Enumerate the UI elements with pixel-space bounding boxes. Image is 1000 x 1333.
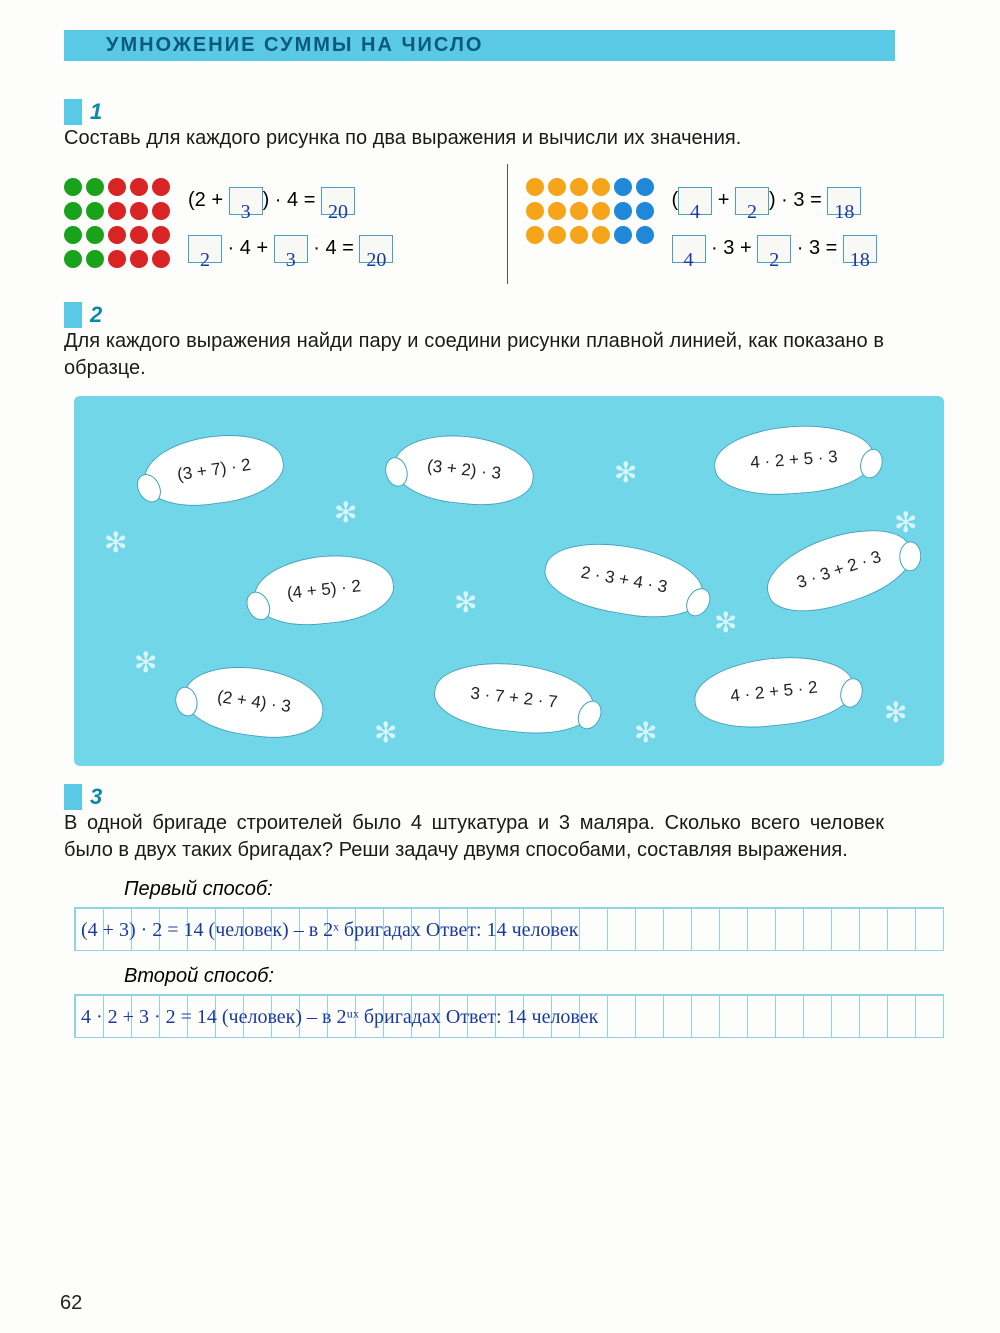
method-1-label: Первый способ: <box>124 878 950 901</box>
fill-box[interactable]: 20 <box>321 187 355 215</box>
dot <box>130 250 148 268</box>
dot <box>108 250 126 268</box>
fill-box[interactable]: 3 <box>229 187 263 215</box>
task-1-text: Составь для каждого рисунка по два выраж… <box>64 125 884 152</box>
dot <box>86 178 104 196</box>
eq-text: (2 + <box>188 189 229 211</box>
dot <box>592 202 610 220</box>
dot <box>526 226 544 244</box>
dots-left <box>64 178 170 270</box>
snowflake-icon: ✻ <box>454 586 477 619</box>
dot <box>548 178 566 196</box>
page-number: 62 <box>60 1292 82 1315</box>
eq-text: ) · 3 = <box>769 189 827 211</box>
method-2-answer[interactable]: 4 · 2 + 3 · 2 = 14 (человек) – в 2ᵘˣ бри… <box>74 994 944 1038</box>
dot <box>592 178 610 196</box>
eq-text: · 3 + <box>706 237 758 259</box>
dot <box>570 178 588 196</box>
mitten[interactable]: 3 · 7 + 2 · 7 <box>431 656 597 740</box>
dot <box>152 250 170 268</box>
dot <box>152 202 170 220</box>
task-3-number: 3 <box>64 784 130 810</box>
dot <box>592 226 610 244</box>
fill-box[interactable]: 3 <box>274 235 308 263</box>
fill-box[interactable]: 4 <box>678 187 712 215</box>
mitten[interactable]: (3 + 7) · 2 <box>140 427 288 514</box>
dot <box>64 250 82 268</box>
dot <box>108 226 126 244</box>
task-3: 3 В одной бригаде строителей было 4 штук… <box>64 784 950 864</box>
snowflake-icon: ✻ <box>714 606 737 639</box>
eq-text: · 4 + <box>222 237 274 259</box>
dot <box>570 226 588 244</box>
task-1: 1 Составь для каждого рисунка по два выр… <box>64 99 950 152</box>
fill-box[interactable]: 18 <box>843 235 877 263</box>
task-2-text: Для каждого выражения найди пару и соеди… <box>64 328 884 382</box>
dots-right <box>526 178 654 270</box>
fill-box[interactable]: 20 <box>359 235 393 263</box>
task-3-text: В одной бригаде строителей было 4 штукат… <box>64 810 884 864</box>
fill-box[interactable]: 2 <box>757 235 791 263</box>
dot <box>636 226 654 244</box>
eq-text: · 4 = <box>308 237 360 259</box>
mitten[interactable]: 4 · 2 + 5 · 2 <box>691 650 857 734</box>
dot <box>152 178 170 196</box>
mitten-panel: ✻✻✻✻✻✻✻✻✻✻(3 + 7) · 2(3 + 2) · 34 · 2 + … <box>74 396 944 766</box>
fill-box[interactable]: 18 <box>827 187 861 215</box>
eq-text: ( <box>672 189 679 211</box>
dot <box>548 202 566 220</box>
mitten[interactable]: (2 + 4) · 3 <box>180 659 328 746</box>
dot <box>86 250 104 268</box>
dot <box>108 178 126 196</box>
mitten[interactable]: (4 + 5) · 2 <box>251 549 397 631</box>
snowflake-icon: ✻ <box>104 526 127 559</box>
dot <box>614 202 632 220</box>
snowflake-icon: ✻ <box>614 456 637 489</box>
dot <box>614 178 632 196</box>
snowflake-icon: ✻ <box>334 496 357 529</box>
dot <box>130 202 148 220</box>
mitten[interactable]: (3 + 2) · 3 <box>391 429 537 511</box>
fill-box[interactable]: 2 <box>735 187 769 215</box>
dot <box>64 178 82 196</box>
method-1-answer[interactable]: (4 + 3) · 2 = 14 (человек) – в 2ˣ бригад… <box>74 907 944 951</box>
eq-text: ) · 4 = <box>263 189 321 211</box>
dot <box>130 226 148 244</box>
page-title: УМНОЖЕНИЕ СУММЫ НА ЧИСЛО <box>64 30 895 61</box>
task-2-number: 2 <box>64 302 130 328</box>
fill-box[interactable]: 2 <box>188 235 222 263</box>
task-1-right: (4 + 2) · 3 = 18 4 · 3 + 2 · 3 = 18 <box>526 176 951 272</box>
fill-box[interactable]: 4 <box>672 235 706 263</box>
method-2-label: Второй способ: <box>124 965 950 988</box>
dot <box>570 202 588 220</box>
dot <box>526 178 544 196</box>
task-1-left-equations: (2 + 3) · 4 = 20 2 · 4 + 3 · 4 = 20 <box>188 176 393 272</box>
eq-text: + <box>712 189 735 211</box>
dot <box>526 202 544 220</box>
snowflake-icon: ✻ <box>134 646 157 679</box>
task-1-number: 1 <box>64 99 130 125</box>
dot <box>130 178 148 196</box>
mitten[interactable]: 2 · 3 + 4 · 3 <box>539 533 708 628</box>
task-2: 2 Для каждого выражения найди пару и сое… <box>64 302 950 382</box>
eq-text: · 3 = <box>791 237 843 259</box>
dot <box>86 202 104 220</box>
snowflake-icon: ✻ <box>374 716 397 749</box>
dot <box>108 202 126 220</box>
dot <box>152 226 170 244</box>
snowflake-icon: ✻ <box>634 716 657 749</box>
dot <box>636 178 654 196</box>
dot <box>86 226 104 244</box>
task-1-right-equations: (4 + 2) · 3 = 18 4 · 3 + 2 · 3 = 18 <box>672 176 877 272</box>
dot <box>548 226 566 244</box>
snowflake-icon: ✻ <box>884 696 907 729</box>
divider <box>507 164 508 284</box>
dot <box>636 202 654 220</box>
task-1-content: (2 + 3) · 4 = 20 2 · 4 + 3 · 4 = 20 (4 +… <box>64 164 950 284</box>
dot <box>64 226 82 244</box>
dot <box>64 202 82 220</box>
task-1-left: (2 + 3) · 4 = 20 2 · 4 + 3 · 4 = 20 <box>64 176 489 272</box>
dot <box>614 226 632 244</box>
mitten[interactable]: 4 · 2 + 5 · 3 <box>712 421 876 500</box>
